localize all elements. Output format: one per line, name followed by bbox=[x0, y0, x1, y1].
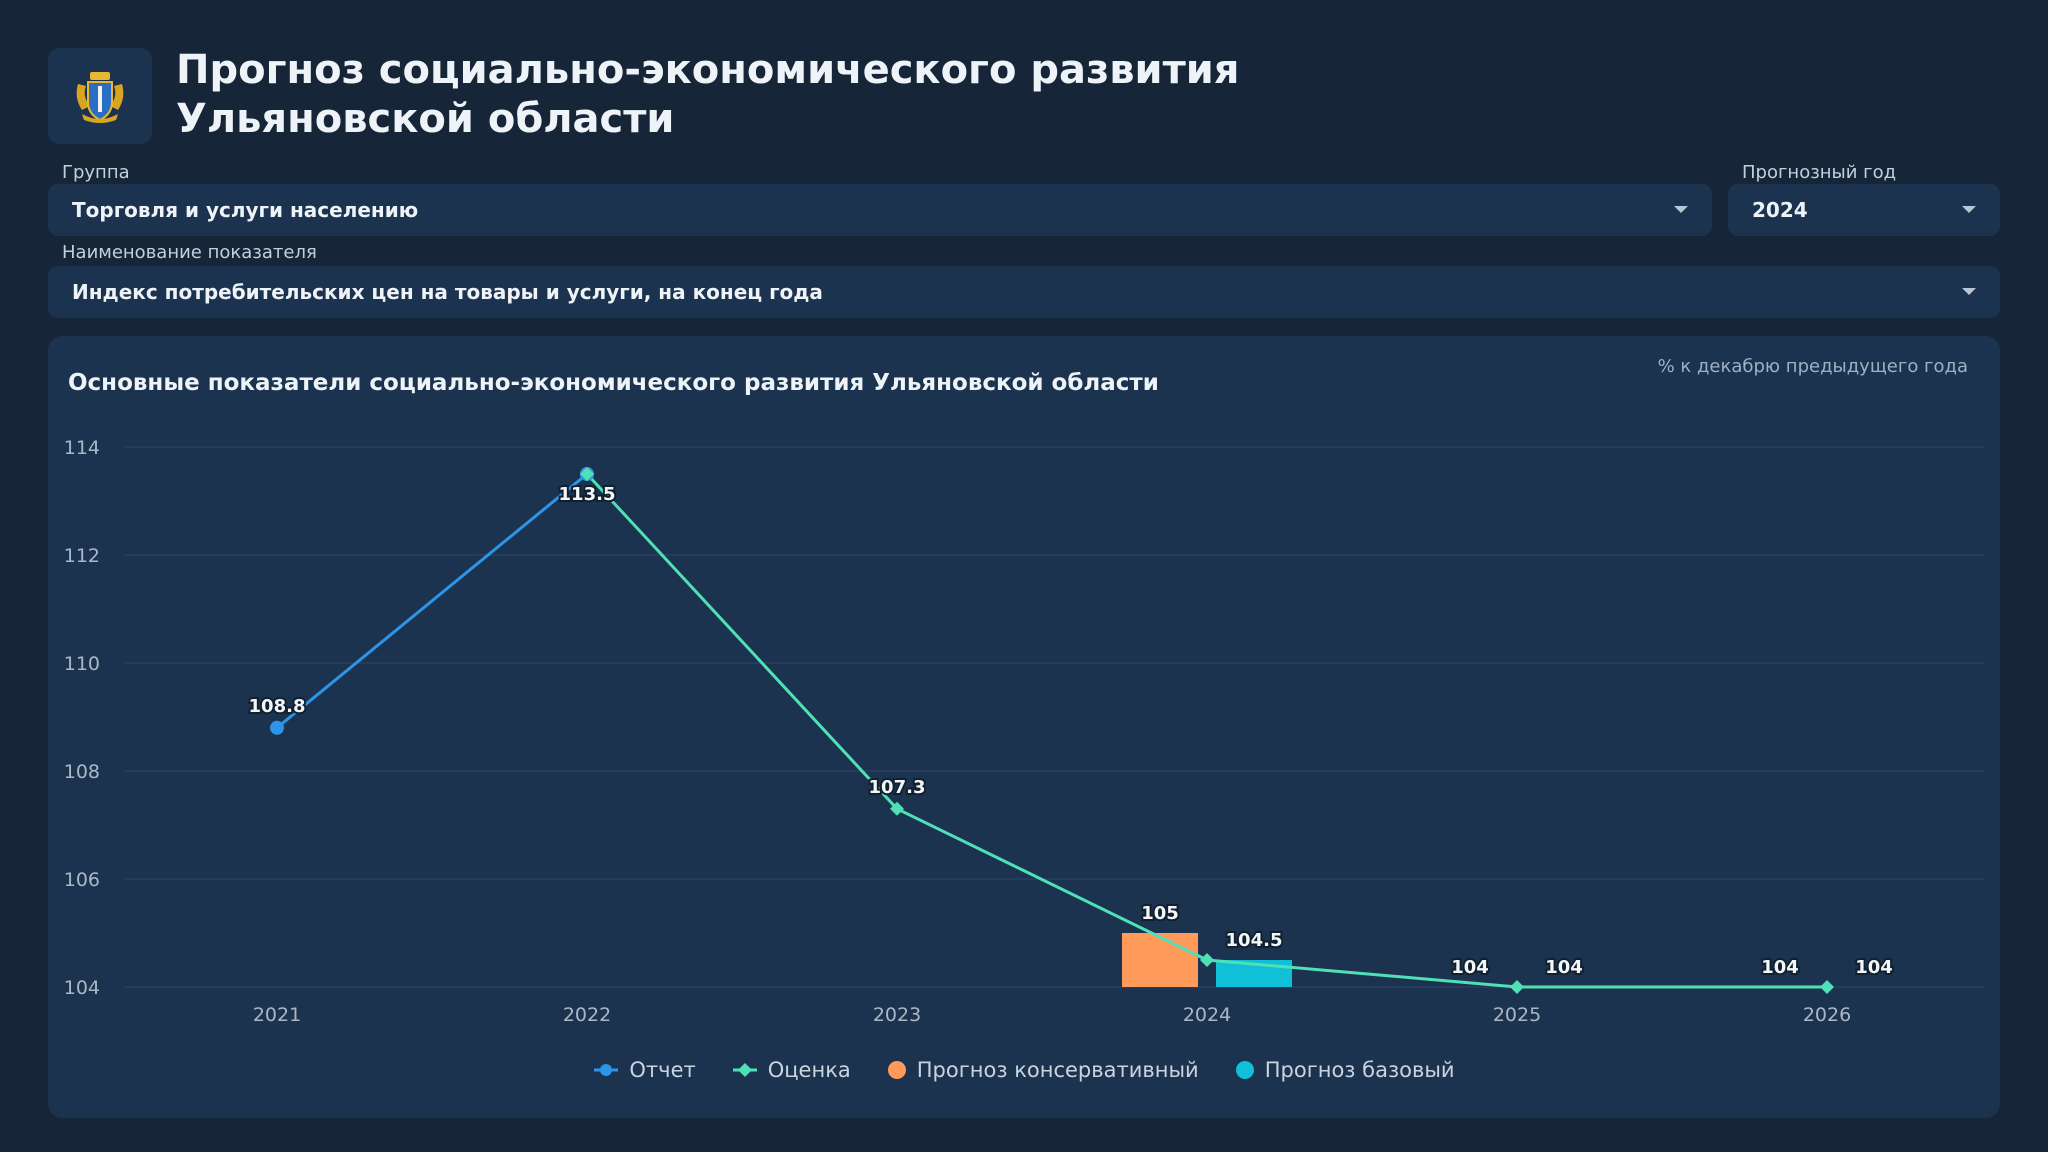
legend-item-conservative[interactable]: Прогноз консервативный bbox=[887, 1058, 1199, 1082]
series-line-estimate bbox=[585, 472, 1827, 989]
data-label-report: 108.8 bbox=[249, 696, 306, 717]
legend-label-report: Отчет bbox=[629, 1058, 696, 1082]
coat-of-arms-icon bbox=[76, 72, 124, 123]
legend-item-estimate[interactable]: Оценка bbox=[732, 1058, 851, 1082]
group-select-value: Торговля и услуги населению bbox=[72, 198, 419, 222]
year-select-value: 2024 bbox=[1752, 198, 1808, 222]
legend-item-report[interactable]: Отчет bbox=[593, 1058, 696, 1082]
chevron-down-icon bbox=[1962, 288, 1976, 295]
chevron-down-icon bbox=[1962, 206, 1976, 213]
x-tick-label: 2022 bbox=[563, 1004, 611, 1026]
page-title: Прогноз социально-экономического развити… bbox=[176, 46, 1476, 144]
point-estimate bbox=[1510, 980, 1524, 994]
group-label: Группа bbox=[62, 162, 130, 183]
y-tick-label: 112 bbox=[64, 545, 100, 567]
indicator-select[interactable]: Индекс потребительских цен на товары и у… bbox=[48, 266, 2000, 318]
legend-marker-dot-icon bbox=[1235, 1061, 1254, 1079]
point-report bbox=[270, 720, 284, 735]
legend: Отчет Оценка Прогноз консервативный Прог… bbox=[0, 1058, 2048, 1082]
point-estimate bbox=[1820, 980, 1834, 994]
chart-title: Основные показатели социально-экономичес… bbox=[68, 370, 1159, 396]
year-label: Прогнозный год bbox=[1742, 162, 1897, 183]
indicator-label: Наименование показателя bbox=[62, 242, 317, 263]
legend-label-estimate: Оценка bbox=[767, 1058, 851, 1082]
logo bbox=[48, 48, 152, 144]
chevron-down-icon bbox=[1674, 206, 1688, 213]
title-line-1: Прогноз социально-экономического развити… bbox=[176, 47, 1240, 93]
x-tick-label: 2024 bbox=[1183, 1004, 1231, 1026]
data-label-report: 113.5 bbox=[559, 484, 616, 505]
data-label-conservative: 104 bbox=[1761, 957, 1799, 978]
indicator-select-value: Индекс потребительских цен на товары и у… bbox=[72, 280, 823, 304]
data-label-estimate: 107.3 bbox=[869, 777, 926, 798]
legend-marker-diamond-icon bbox=[732, 1063, 757, 1077]
group-select[interactable]: Торговля и услуги населению bbox=[48, 184, 1712, 236]
bar-conservative bbox=[1122, 933, 1198, 987]
legend-item-base[interactable]: Прогноз базовый bbox=[1235, 1058, 1455, 1082]
y-tick-label: 114 bbox=[64, 437, 100, 459]
legend-marker-circle-icon bbox=[594, 1064, 619, 1076]
y-tick-label: 104 bbox=[64, 977, 100, 999]
data-label-conservative: 104 bbox=[1451, 957, 1489, 978]
point-estimate bbox=[890, 801, 904, 816]
legend-label-conservative: Прогноз консервативный bbox=[916, 1058, 1199, 1082]
chart-unit: % к декабрю предыдущего года bbox=[1657, 356, 1968, 377]
legend-marker-dot-icon bbox=[887, 1061, 906, 1079]
y-tick-label: 110 bbox=[64, 653, 100, 675]
data-label-conservative: 105 bbox=[1141, 903, 1179, 924]
title-line-2: Ульяновской области bbox=[176, 96, 675, 142]
x-tick-label: 2023 bbox=[873, 1004, 921, 1026]
x-tick-label: 2021 bbox=[253, 1004, 301, 1026]
series-line-report bbox=[276, 472, 588, 729]
data-label-base: 104 bbox=[1545, 957, 1583, 978]
point-estimate bbox=[1200, 953, 1214, 967]
year-select[interactable]: 2024 bbox=[1728, 184, 2000, 236]
y-tick-label: 106 bbox=[64, 869, 100, 891]
x-tick-label: 2026 bbox=[1803, 1004, 1851, 1026]
legend-label-base: Прогноз базовый bbox=[1264, 1058, 1455, 1082]
point-estimate bbox=[580, 467, 594, 481]
x-tick-label: 2025 bbox=[1493, 1004, 1541, 1026]
data-label-base: 104.5 bbox=[1226, 930, 1283, 951]
y-tick-label: 108 bbox=[64, 761, 100, 783]
data-label-base: 104 bbox=[1855, 957, 1893, 978]
